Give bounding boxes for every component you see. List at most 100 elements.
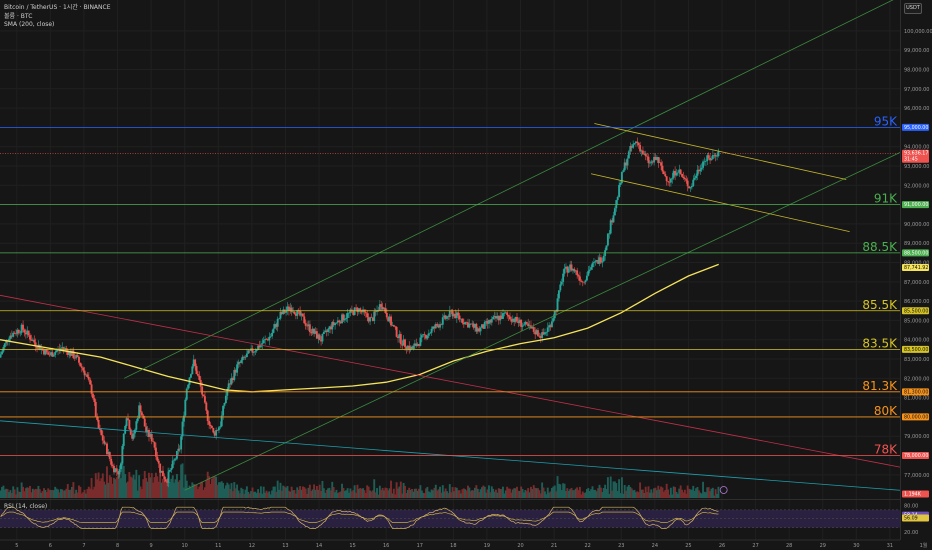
- candle-body: [462, 322, 465, 325]
- volume-bar: [115, 477, 118, 498]
- sma-legend[interactable]: SMA (200, close): [4, 21, 55, 28]
- volume-bar: [331, 481, 334, 498]
- candle-body: [651, 161, 654, 163]
- level-label: 83.5K: [862, 336, 898, 350]
- volume-bar: [217, 482, 220, 498]
- volume-bar: [254, 491, 257, 498]
- volume-bar: [437, 489, 440, 498]
- volume-bar: [455, 487, 458, 498]
- volume-bar: [50, 490, 52, 498]
- candle-body: [630, 146, 633, 148]
- candle-body: [650, 161, 653, 163]
- price-tick-label: 94,000.00: [904, 145, 929, 151]
- volume-bar: [618, 479, 621, 498]
- volume-bar: [153, 477, 156, 498]
- candle-body: [643, 153, 646, 155]
- candle-body: [700, 167, 703, 170]
- candle-body: [287, 306, 290, 311]
- candle-body: [353, 307, 356, 315]
- price-tick-label: 79,000.00: [904, 434, 929, 440]
- candle-body: [61, 347, 64, 349]
- candle-body: [416, 343, 419, 346]
- candle-body: [296, 310, 299, 316]
- candle-body: [366, 313, 369, 318]
- volume-bar: [110, 477, 113, 498]
- volume-bar: [443, 491, 446, 498]
- trendline-wedge-upper: [594, 123, 847, 180]
- volume-bar: [163, 481, 166, 498]
- axis-markers: 95,000.00 91,000.00 88,500.00 85,500.00 83,5…: [719, 123, 929, 522]
- candle-body: [191, 366, 194, 375]
- candle-body: [371, 317, 374, 321]
- trendlines[interactable]: [0, 0, 901, 491]
- candle-body: [23, 329, 26, 333]
- level-price-tag-bg: [902, 345, 929, 353]
- candle-body: [97, 419, 100, 429]
- rsi-legend: RSI (14, close): [4, 503, 47, 510]
- volume-bar: [131, 477, 134, 498]
- candle-body: [213, 432, 216, 436]
- volume-bar: [436, 490, 439, 498]
- volume-bar: [321, 480, 324, 498]
- candle-body: [348, 312, 350, 314]
- candle-body: [104, 443, 107, 445]
- candle-body: [219, 426, 222, 428]
- candle-body: [329, 326, 332, 330]
- price-tick-label: 89,000.00: [904, 241, 929, 247]
- candle-body: [587, 270, 590, 276]
- candle-body: [153, 441, 156, 448]
- volume-legend[interactable]: 볼륨 · BTC: [4, 12, 33, 20]
- candle-body: [378, 304, 381, 311]
- price-axis[interactable]: 77,000.00 78,000.00 79,000.00 80,000.00 81,0…: [900, 0, 932, 550]
- candle-body: [38, 344, 41, 350]
- volume-bar: [511, 489, 514, 498]
- symbol-title[interactable]: Bitcoin / TetherUS · 1시간 · BINANCE: [4, 4, 111, 11]
- time-tick-label: 27: [752, 543, 758, 549]
- candle-body: [679, 169, 682, 175]
- time-axis[interactable]: 5 6 7 8 9 10 11 12 13 14 15 16 17 18 19 20 21 22 23 24 25 26 2…: [0, 539, 928, 550]
- trendline-descending-red: [0, 294, 901, 468]
- candle-body: [469, 323, 472, 325]
- volume-bar: [174, 479, 177, 498]
- candle-body: [294, 313, 297, 316]
- candle-body: [627, 151, 630, 159]
- volume-bar: [453, 491, 455, 498]
- volume-bar: [269, 494, 272, 498]
- candle-body: [285, 310, 288, 313]
- level-price-tag-bg: [902, 123, 929, 131]
- time-tick-label: 8: [116, 543, 119, 549]
- candle-body: [320, 340, 323, 342]
- candle-body: [567, 268, 570, 273]
- time-tick-label: 17: [417, 543, 423, 549]
- candle-body: [675, 172, 678, 176]
- rsi-ma-tag: 56.09: [904, 516, 918, 522]
- volume-bar: [469, 491, 472, 498]
- volume-bar: [276, 480, 279, 498]
- volume-bar: [44, 489, 47, 498]
- volume-bar: [514, 488, 517, 498]
- volume-bar: [420, 490, 423, 498]
- candle-body: [15, 333, 17, 335]
- volume-bar: [360, 488, 363, 498]
- candle-body: [556, 298, 559, 312]
- candle-body: [592, 262, 595, 264]
- candle-body: [688, 186, 691, 189]
- candle-body: [206, 410, 209, 422]
- candle-body: [436, 324, 439, 326]
- candle-body: [90, 384, 93, 394]
- volume-bar: [346, 488, 349, 498]
- volume-bar: [55, 488, 58, 498]
- candle-body: [300, 313, 303, 316]
- candle-body: [609, 220, 612, 234]
- time-tick-label: 7: [82, 543, 85, 549]
- candle-body: [522, 324, 525, 326]
- horizontal-levels[interactable]: 95K 91K 88.5K 85.5K 83.5K 81.3K 80K 78K: [0, 114, 900, 457]
- volume-bar: [467, 485, 469, 498]
- currency-button[interactable]: USDT: [904, 3, 922, 14]
- volume-bar: [212, 476, 215, 498]
- volume-bar: [26, 487, 29, 498]
- candle-body: [541, 332, 544, 339]
- candle-body: [262, 340, 265, 344]
- candle-body: [99, 428, 101, 430]
